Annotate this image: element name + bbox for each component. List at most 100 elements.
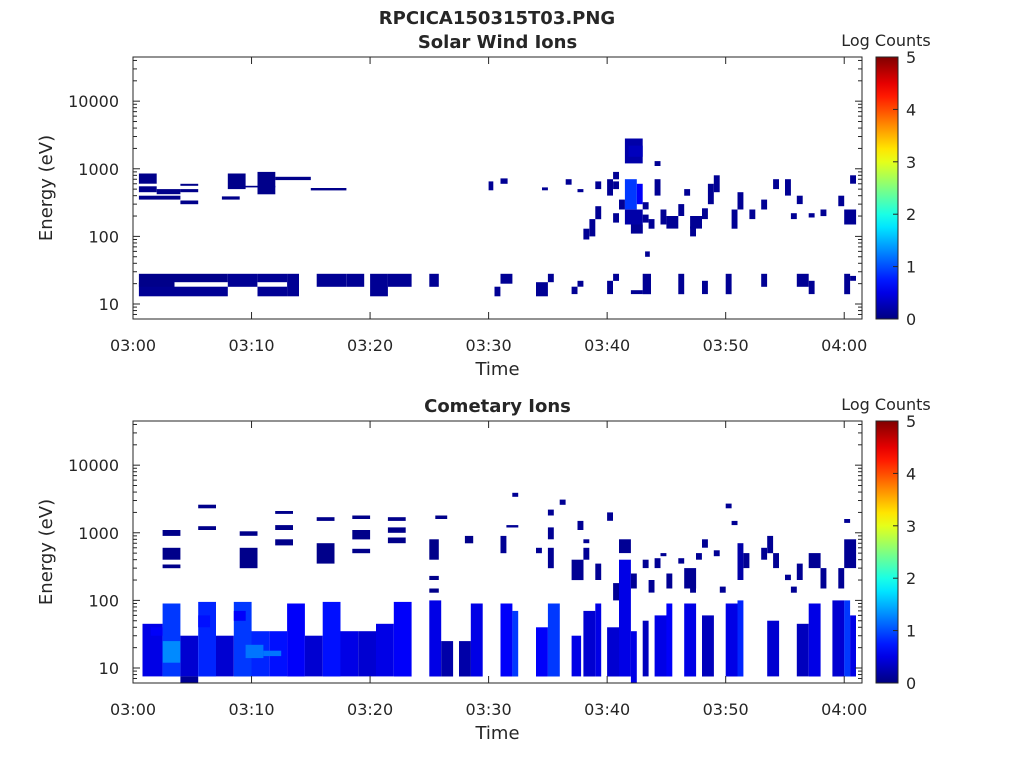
panel-0: 03:00 03:10 03:20 03:30 03:40 03:50 04:0010100… <box>36 31 931 380</box>
heatmap-cell <box>613 273 619 281</box>
colorbar-tick-label: 4 <box>906 464 916 483</box>
heatmap-cell <box>512 492 519 497</box>
heatmap-cell <box>138 173 157 184</box>
panel-1: 03:00 03:10 03:20 03:30 03:40 03:50 04:0010100… <box>36 395 931 744</box>
heatmap-cell <box>275 511 293 514</box>
heatmap-cell <box>180 676 199 683</box>
heatmap-cell <box>536 282 548 297</box>
x-tick-label: 03:40 <box>584 336 630 355</box>
heatmap-cell <box>429 273 439 287</box>
y-tick-label: 1000 <box>78 160 119 179</box>
colorbar-tick-label: 5 <box>906 412 916 431</box>
heatmap-cell <box>263 650 282 657</box>
heatmap-cell <box>565 179 572 185</box>
heatmap-cell <box>654 558 661 569</box>
heatmap-cell <box>547 603 560 677</box>
heatmap-cell <box>785 179 791 196</box>
figure-title: RPCICA150315T03.PNG <box>379 8 615 29</box>
heatmap-cell <box>713 550 720 557</box>
heatmap-cell <box>370 273 388 297</box>
heatmap-cell <box>352 530 371 540</box>
heatmap-cell <box>500 178 508 184</box>
colorbar-tick-label: 2 <box>906 205 916 224</box>
heatmap-cell <box>571 635 582 677</box>
heatmap-cell <box>767 620 780 677</box>
x-axis-label: Time <box>474 723 519 744</box>
heatmap-cell <box>180 200 199 205</box>
heatmap-cell <box>387 527 406 533</box>
heatmap-cell <box>500 273 513 284</box>
heatmap-cell <box>287 603 305 677</box>
heatmap-cell <box>429 588 439 593</box>
heatmap-cell <box>645 251 650 257</box>
colorbar-tick-label: 1 <box>906 258 916 277</box>
heatmap-cell <box>583 610 596 677</box>
heatmap-cell <box>257 171 276 195</box>
x-tick-label: 03:50 <box>703 336 749 355</box>
heatmap-cell <box>198 601 216 677</box>
heatmap-cell <box>304 635 323 677</box>
heatmap-cell <box>773 553 779 569</box>
x-tick-label: 03:50 <box>703 700 749 719</box>
heatmap-cell <box>512 610 519 677</box>
heatmap-cell <box>737 192 744 210</box>
heatmap-cell <box>660 209 667 225</box>
heatmap-cell <box>346 273 365 287</box>
heatmap-cell <box>577 280 584 287</box>
axes-frame <box>132 420 863 684</box>
heatmap-cell <box>808 280 815 295</box>
heatmap-cells <box>138 138 857 297</box>
x-tick-label: 03:40 <box>584 700 630 719</box>
heatmap-cell <box>767 535 774 554</box>
heatmap-cell <box>500 603 513 677</box>
heatmap-cell <box>737 600 744 677</box>
heatmap-cell <box>850 275 856 281</box>
heatmap-cell <box>340 631 359 677</box>
heatmap-cell <box>619 559 631 677</box>
heatmap-cell <box>198 615 211 628</box>
heatmap-cell <box>707 183 714 205</box>
heatmap-cell <box>583 539 590 544</box>
heatmap-cell <box>619 199 625 210</box>
x-tick-label: 03:20 <box>347 336 393 355</box>
heatmap-cell <box>808 603 821 677</box>
heatmap-cell <box>162 547 181 560</box>
heatmap-cell <box>690 226 696 237</box>
heatmap-cell <box>690 584 696 593</box>
heatmap-cell <box>142 623 163 677</box>
heatmap-cell <box>684 189 691 196</box>
heatmap-cell <box>595 603 602 677</box>
heatmap-cell <box>725 603 738 677</box>
colorbar-tick-label: 4 <box>906 100 916 119</box>
panel-title: Cometary Ions <box>424 396 571 417</box>
heatmap-cell <box>761 273 768 287</box>
heatmap-cell <box>221 196 240 200</box>
heatmap-cell <box>162 564 181 569</box>
heatmap-cell <box>257 286 288 297</box>
heatmap-cell <box>607 627 619 677</box>
heatmap-cell <box>702 539 708 548</box>
heatmap-cell <box>850 175 856 184</box>
heatmap-cell <box>180 189 199 193</box>
heatmap-cell <box>731 520 738 526</box>
heatmap-cell <box>352 548 371 554</box>
heatmap-cell <box>702 615 714 677</box>
heatmap-cell <box>583 228 590 240</box>
heatmap-cell <box>547 509 554 516</box>
x-tick-label: 03:00 <box>110 336 156 355</box>
heatmap-cell <box>654 179 661 196</box>
heatmap-cell <box>678 204 685 216</box>
heatmap-cell <box>642 202 649 210</box>
colorbar-tick-label: 2 <box>906 569 916 588</box>
axes-frame <box>132 56 863 320</box>
heatmap-cell <box>180 635 199 677</box>
heatmap-cell <box>725 503 732 509</box>
x-tick-label: 03:00 <box>110 700 156 719</box>
y-tick-label: 100 <box>88 227 119 246</box>
y-tick-label: 10 <box>99 295 119 314</box>
heatmap-cell <box>547 273 554 283</box>
heatmap-cell <box>838 568 845 589</box>
heatmap-cell <box>607 512 613 521</box>
heatmap-cell <box>850 615 856 677</box>
